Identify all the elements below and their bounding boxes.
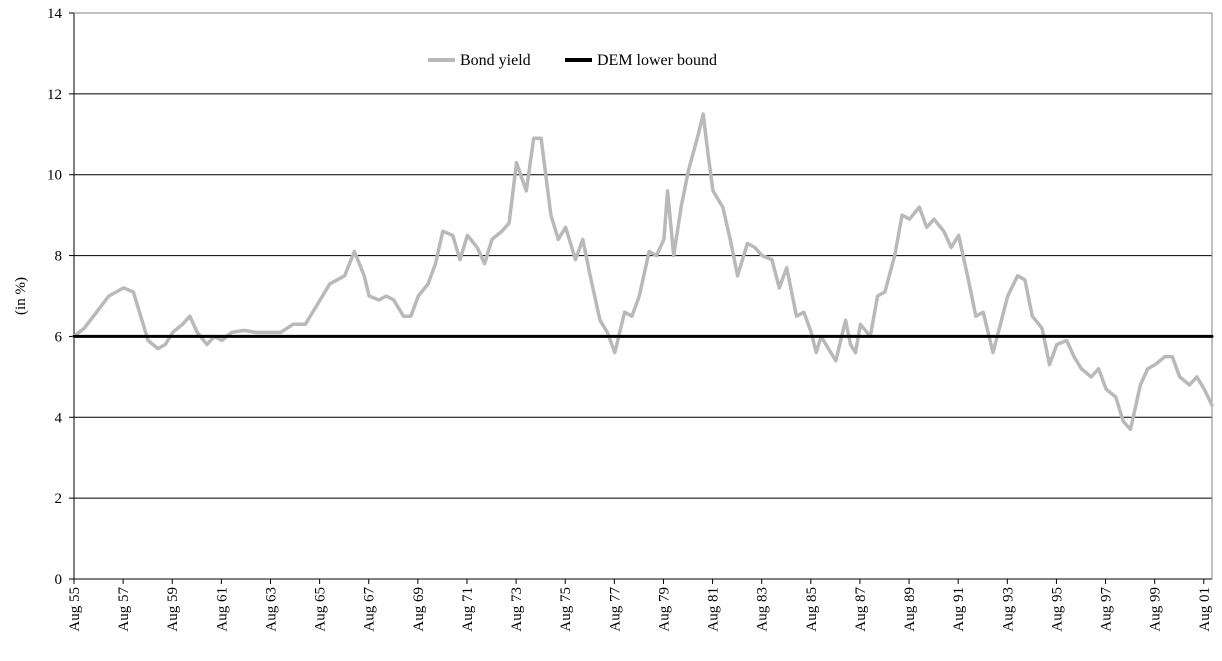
x-tick-label: Aug 01 [1197, 587, 1213, 632]
series-lines [72, 112, 1214, 432]
x-tick-label: Aug 89 [902, 587, 918, 632]
x-tick-label: Aug 95 [1049, 587, 1065, 632]
x-tick-label: Aug 73 [509, 587, 525, 632]
y-tick-label: 4 [55, 410, 63, 426]
y-tick-label: 6 [55, 329, 63, 345]
x-tick-label: Aug 67 [362, 587, 378, 632]
legend: Bond yield DEM lower bound [428, 52, 717, 69]
y-axis-title: (in %) [13, 277, 29, 315]
y-tick-label: 12 [47, 87, 62, 103]
x-tick-label: Aug 59 [165, 587, 181, 632]
y-tick-labels: 0 2 4 6 8 10 12 14 [47, 6, 74, 588]
x-tick-label: Aug 77 [607, 587, 623, 632]
x-tick-label: Aug 81 [706, 587, 722, 632]
legend-label-bond-yield: Bond yield [460, 52, 531, 69]
x-tick-label: Aug 63 [263, 587, 279, 632]
x-tick-label: Aug 85 [804, 587, 820, 632]
x-tick-label: Aug 69 [411, 587, 427, 632]
x-tick-label: Aug 61 [214, 587, 230, 632]
legend-label-dem-lower-bound: DEM lower bound [597, 52, 717, 69]
y-tick-label: 8 [55, 249, 63, 265]
x-tick-label: Aug 93 [1000, 587, 1016, 632]
x-tick-label: Aug 65 [313, 587, 329, 632]
y-tick-label: 10 [47, 168, 62, 184]
x-tick-label: Aug 79 [656, 587, 672, 632]
x-tick-label: Aug 87 [853, 587, 869, 632]
y-tick-label: 14 [47, 6, 63, 22]
series-line-bond-yield [72, 112, 1214, 432]
y-tick-label: 0 [55, 572, 63, 588]
x-tick-labels: Aug 55 Aug 57 Aug 59 Aug 61 Aug 63 Aug 65 Aug … [67, 579, 1213, 632]
y-tick-label: 2 [55, 491, 63, 507]
x-tick-label: Aug 71 [460, 587, 476, 632]
x-tick-label: Aug 97 [1099, 587, 1115, 632]
x-tick-label: Aug 75 [558, 587, 574, 632]
x-tick-label: Aug 83 [755, 587, 771, 632]
x-tick-label: Aug 91 [951, 587, 967, 632]
plot-area [74, 13, 1212, 579]
x-tick-label: Aug 57 [116, 587, 132, 632]
x-tick-label: Aug 99 [1148, 587, 1164, 632]
axes [73, 12, 1213, 580]
x-tick-label: Aug 55 [67, 587, 83, 632]
